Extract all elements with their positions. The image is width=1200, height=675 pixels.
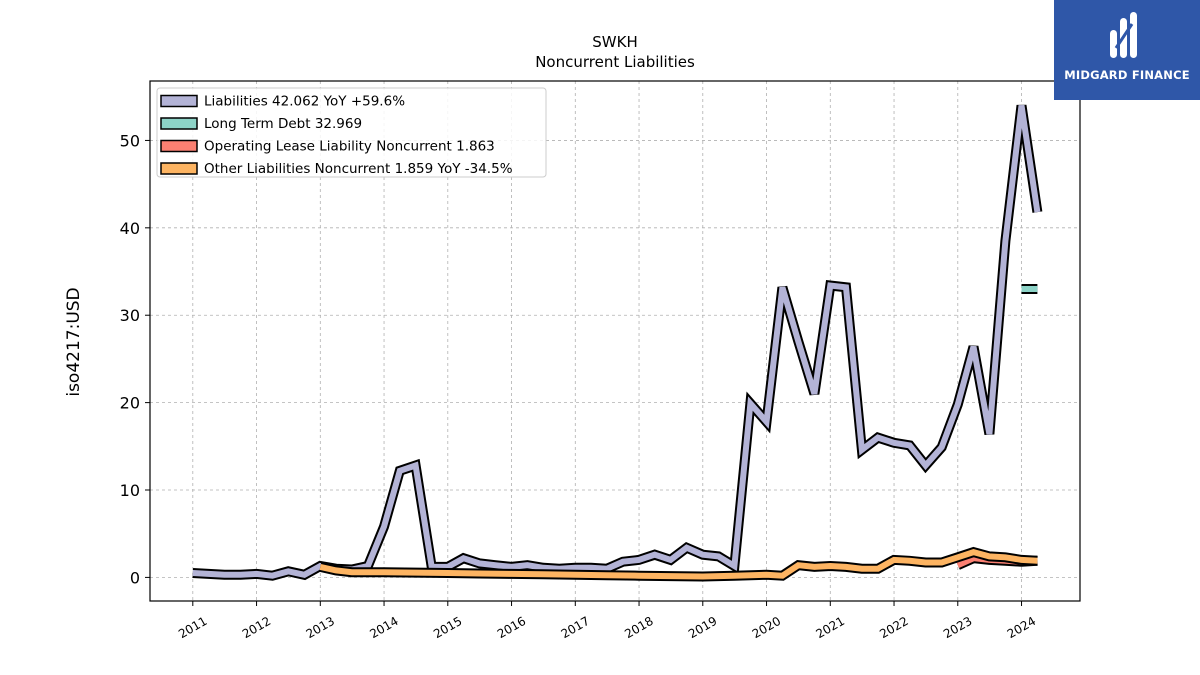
- chart-title: SWKH: [592, 33, 637, 51]
- x-tick-label: 2011: [176, 614, 209, 641]
- brand-name: MIDGARD FINANCE: [1064, 68, 1190, 82]
- chart-subtitle: Noncurrent Liabilities: [535, 53, 695, 71]
- y-tick-label: 30: [120, 306, 140, 325]
- x-tick-label: 2024: [1005, 614, 1038, 641]
- x-tick-label: 2020: [750, 614, 783, 641]
- brand-logo: MIDGARD FINANCE: [1054, 0, 1200, 100]
- x-tick-label: 2021: [814, 614, 847, 641]
- x-tick-label: 2012: [240, 614, 273, 641]
- x-tick-label: 2013: [304, 614, 337, 641]
- legend-swatch: [160, 162, 198, 175]
- legend-label: Other Liabilities Noncurrent 1.859 YoY -…: [204, 161, 513, 177]
- x-tick-label: 2022: [877, 614, 910, 641]
- legend-swatch: [160, 117, 198, 130]
- y-tick-label: 50: [120, 131, 140, 150]
- y-tick-label: 0: [130, 568, 140, 587]
- x-tick-label: 2014: [367, 614, 400, 641]
- legend-box: [156, 87, 547, 178]
- x-tick-label: 2016: [495, 614, 528, 641]
- x-tick-label: 2018: [622, 614, 655, 641]
- x-tick-label: 2019: [686, 614, 719, 641]
- y-tick-label: 10: [120, 481, 140, 500]
- legend-label: Long Term Debt 32.969: [204, 116, 362, 132]
- y-tick-label: 20: [120, 394, 140, 413]
- legend-swatch: [160, 139, 198, 153]
- legend-label: Liabilities 42.062 YoY +59.6%: [204, 94, 405, 110]
- legend: Liabilities 42.062 YoY +59.6% Long Term D…: [156, 87, 547, 178]
- x-tick-label: 2017: [559, 614, 592, 641]
- x-tick-label: 2023: [941, 614, 974, 641]
- legend-label: Operating Lease Liability Noncurrent 1.8…: [204, 139, 495, 155]
- series-line-other-liabilities-noncurrent: [319, 548, 1038, 580]
- x-tick-label: 2015: [431, 614, 464, 641]
- plot-frame: [149, 80, 1081, 602]
- y-tick-label: 40: [120, 219, 140, 238]
- y-axis-label: iso4217:USD: [64, 287, 84, 396]
- midgard-logo-icon: [1110, 12, 1137, 58]
- legend-swatch: [160, 94, 198, 108]
- series-layer: [192, 104, 1043, 582]
